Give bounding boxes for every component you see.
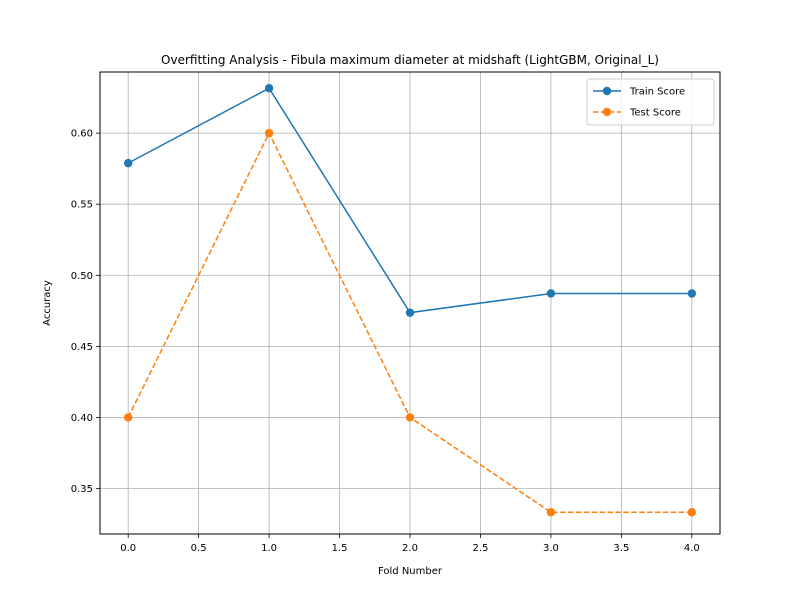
- series-test-score: [123, 128, 697, 517]
- y-tick-label: 0.40: [71, 413, 93, 424]
- x-tick-label: 2.5: [473, 543, 489, 554]
- data-point: [123, 158, 133, 168]
- axis-ticks: 0.0 0.5 1.0 1.5 2.0 2.5 3.0 3.5 4.0 0.35 0.40 0.45 0…: [71, 129, 700, 554]
- data-point: [123, 413, 133, 422]
- x-tick-label: 0.0: [120, 543, 136, 554]
- legend-item: Test Score: [593, 108, 681, 119]
- legend-marker: [602, 107, 612, 117]
- y-tick-label: 0.55: [71, 200, 93, 211]
- data-point: [264, 84, 274, 93]
- series-layer: [123, 84, 697, 517]
- y-tick-label: 0.60: [71, 129, 93, 140]
- x-tick-label: 1.0: [261, 543, 277, 554]
- legend-item: Train Score: [593, 87, 685, 98]
- y-tick-label: 0.50: [71, 271, 93, 282]
- x-tick-label: 4.0: [684, 543, 700, 554]
- data-point: [687, 508, 697, 517]
- chart-title: Overfitting Analysis - Fibula maximum di…: [161, 53, 659, 67]
- legend-label: Test Score: [629, 108, 681, 119]
- x-tick-label: 0.5: [191, 543, 207, 554]
- legend: Train Score Test Score: [586, 78, 715, 126]
- data-point: [546, 289, 556, 298]
- data-point: [264, 128, 274, 138]
- data-point: [687, 289, 697, 298]
- data-point: [546, 508, 556, 517]
- data-point: [405, 413, 415, 422]
- legend-marker: [602, 86, 612, 96]
- x-tick-label: 3.5: [613, 543, 629, 554]
- y-tick-label: 0.45: [71, 342, 93, 353]
- x-axis-label: Fold Number: [378, 566, 443, 577]
- x-tick-label: 3.0: [543, 543, 559, 554]
- y-axis-label: Accuracy: [42, 280, 53, 326]
- legend-label: Train Score: [629, 87, 685, 98]
- y-tick-label: 0.35: [71, 484, 93, 495]
- series-train-score: [123, 84, 697, 317]
- x-tick-label: 1.5: [332, 543, 348, 554]
- data-point: [405, 308, 415, 317]
- x-tick-label: 2.0: [402, 543, 418, 554]
- grid: [100, 72, 720, 534]
